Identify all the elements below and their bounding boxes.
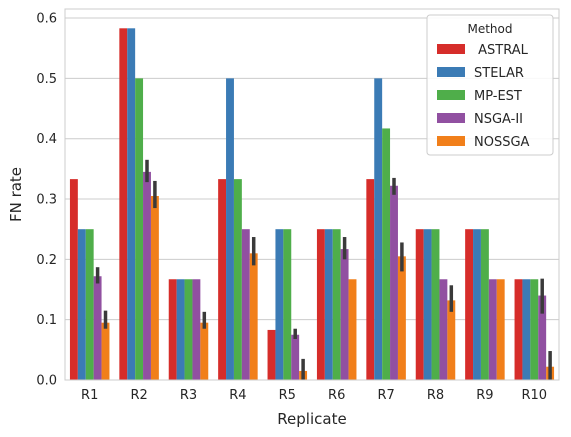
legend-item: MP-EST [437,89,522,104]
error-bars [95,159,552,380]
legend-items: ASTRAL STELAR MP-EST NSGA-II NOSSGA [437,43,530,150]
x-tick-label: R4 [229,388,246,403]
bar [348,279,357,380]
bar [184,279,193,380]
y-axis-label: FN rate [7,167,25,222]
y-tick-label: 0.6 [36,12,57,27]
legend-label: NOSSGA [474,135,530,150]
x-tick-label: R10 [522,388,548,403]
x-tick-label: R7 [377,388,394,403]
x-tick-label: R9 [476,388,493,403]
bar [332,229,341,380]
bar [522,279,531,380]
bar [374,78,383,380]
bar [101,322,110,380]
bar [200,322,209,380]
bar [366,179,375,380]
bar [415,229,424,380]
legend-label: NSGA-II [474,112,523,127]
y-tick-label: 0.5 [36,72,57,87]
x-tick-label: R8 [427,388,444,403]
legend-item: NOSSGA [437,135,530,150]
bar [439,279,448,380]
bar [514,279,523,380]
bar [69,179,78,380]
legend: Method ASTRAL STELAR MP-EST NSGA-II NOSSGA [426,14,554,156]
x-tick-label: R6 [328,388,345,403]
bar [488,279,497,380]
bar [135,78,144,380]
x-tick-label: R2 [130,388,147,403]
bars [69,28,555,380]
bar [226,78,234,380]
bar [168,279,177,380]
legend-swatch [437,136,465,146]
bar [150,196,159,380]
bar [93,276,102,380]
y-tick-labels: 0.0 0.1 0.2 0.3 0.4 0.5 0.6 [36,12,57,389]
y-tick-label: 0.3 [36,193,57,208]
bar [85,229,94,380]
legend-swatch [437,44,465,54]
bar [496,279,505,380]
bar [473,229,481,380]
bar [267,329,276,380]
x-tick-label: R5 [279,388,296,403]
x-tick-label: R1 [81,388,98,403]
bar [291,334,300,380]
legend-label: ASTRAL [474,43,529,58]
x-tick-label: R3 [180,388,197,403]
bar [340,249,349,380]
bar [390,185,398,380]
bar [275,229,284,380]
bar [382,128,391,380]
legend-label: MP-EST [474,89,522,104]
legend-swatch [437,90,465,100]
bar [119,28,128,380]
bar [176,279,185,380]
bar [530,279,539,380]
x-axis-label: Replicate [277,410,346,428]
y-tick-label: 0.2 [36,253,57,268]
bar [447,300,456,380]
bar [233,179,242,380]
legend-title: Method [467,22,512,36]
bar [218,179,227,380]
bar [316,229,325,380]
bar [283,229,292,380]
bar [192,279,201,380]
bar [143,171,151,380]
legend-item: STELAR [437,66,524,81]
plot-frame [64,8,560,381]
legend-swatch [437,113,465,123]
legend-item: NSGA-II [437,112,523,127]
legend-label: STELAR [474,66,524,81]
bar [249,253,258,380]
y-tick-label: 0.1 [36,313,57,328]
legend-item: ASTRAL [437,43,529,58]
bar [324,229,333,380]
y-tick-label: 0.4 [36,132,57,147]
bar [480,229,489,380]
legend-box [426,14,554,156]
bar [465,229,474,380]
bar [77,229,86,380]
legend-swatch [437,67,465,77]
bar [397,256,406,380]
bar [241,229,250,380]
bar [538,295,547,380]
bar [423,229,432,380]
x-tick-labels: R1 R2 R3 R4 R5 R6 R7 R8 R9 R10 [81,388,547,403]
bar [431,229,440,380]
bar [127,28,136,380]
y-tick-label: 0.0 [36,374,57,389]
